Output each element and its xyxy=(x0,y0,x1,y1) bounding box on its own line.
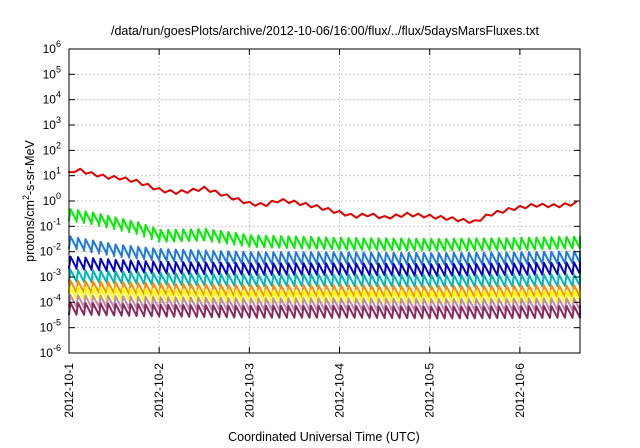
y-tick-base: 10 xyxy=(43,93,57,107)
y-tick-exponent: 0 xyxy=(56,191,61,201)
y-tick-base: 10 xyxy=(43,194,57,208)
y-tick-exponent: 1 xyxy=(56,166,61,176)
x-tick-label: 2012-10-2 xyxy=(152,363,166,418)
y-tick-base: 10 xyxy=(43,143,57,157)
data-series-group xyxy=(68,167,581,320)
y-tick-exponent: 4 xyxy=(56,90,61,100)
y-tick-base: 10 xyxy=(40,321,54,335)
y-tick-label: 10-3 xyxy=(40,267,61,284)
data-series-line xyxy=(68,255,581,277)
y-tick-exponent: -4 xyxy=(53,292,61,302)
y-axis-label-pre: protons/cm xyxy=(23,200,37,262)
y-tick-base: 10 xyxy=(40,295,54,309)
y-tick-base: 10 xyxy=(40,346,54,360)
data-series-line xyxy=(68,268,581,288)
y-tick-exponent: 3 xyxy=(56,115,61,125)
y-tick-label: 10-2 xyxy=(40,242,61,259)
y-tick-label: 100 xyxy=(43,191,61,208)
y-tick-exponent: -3 xyxy=(53,267,61,277)
y-tick-base: 10 xyxy=(40,270,54,284)
x-axis-ticks: 2012-10-1 2012-10-2 2012-10-3 2012-10-4 2012… xyxy=(62,49,527,418)
y-axis-label: protons/cm2-s-sr-MeV xyxy=(21,139,37,261)
y-tick-label: 105 xyxy=(43,64,61,81)
y-tick-base: 10 xyxy=(43,67,57,81)
x-tick-label: 2012-10-1 xyxy=(62,363,76,418)
x-tick-label: 2012-10-6 xyxy=(513,363,527,418)
y-tick-base: 10 xyxy=(40,245,54,259)
chart-title: /data/run/goesPlots/archive/2012-10-06/1… xyxy=(111,24,540,38)
x-axis-label: Coordinated Universal Time (UTC) xyxy=(228,430,420,444)
y-tick-label: 10-1 xyxy=(40,216,61,233)
y-tick-exponent: 2 xyxy=(56,140,61,150)
y-tick-exponent: -6 xyxy=(53,343,61,353)
y-tick-exponent: 6 xyxy=(56,39,61,49)
data-series-line xyxy=(68,235,581,266)
y-tick-base: 10 xyxy=(43,169,57,183)
y-tick-label: 104 xyxy=(43,90,61,107)
x-tick-label: 2012-10-4 xyxy=(333,363,347,418)
data-series-line xyxy=(68,208,581,252)
data-series-line xyxy=(68,301,581,320)
y-tick-label: 10-6 xyxy=(40,343,61,360)
y-axis-label-sup: 2 xyxy=(21,195,31,200)
y-axis-label-post: -s-sr-MeV xyxy=(23,139,37,195)
data-series-line xyxy=(68,167,578,224)
y-axis-ticks: 10-610-510-410-310-210-11001011021031041… xyxy=(40,39,580,360)
y-tick-base: 10 xyxy=(43,42,57,56)
y-tick-label: 10-4 xyxy=(40,292,61,309)
y-tick-exponent: -2 xyxy=(53,242,61,252)
x-tick-label: 2012-10-3 xyxy=(242,363,256,418)
y-tick-exponent: -5 xyxy=(53,318,61,328)
y-tick-label: 106 xyxy=(43,39,61,56)
y-tick-label: 101 xyxy=(43,166,61,183)
x-tick-label: 2012-10-5 xyxy=(423,363,437,418)
y-tick-label: 103 xyxy=(43,115,61,132)
y-tick-base: 10 xyxy=(43,118,57,132)
y-tick-label: 102 xyxy=(43,140,61,157)
y-tick-exponent: -1 xyxy=(53,216,61,226)
y-tick-base: 10 xyxy=(40,219,54,233)
y-tick-exponent: 5 xyxy=(56,64,61,74)
y-tick-label: 10-5 xyxy=(40,318,61,335)
